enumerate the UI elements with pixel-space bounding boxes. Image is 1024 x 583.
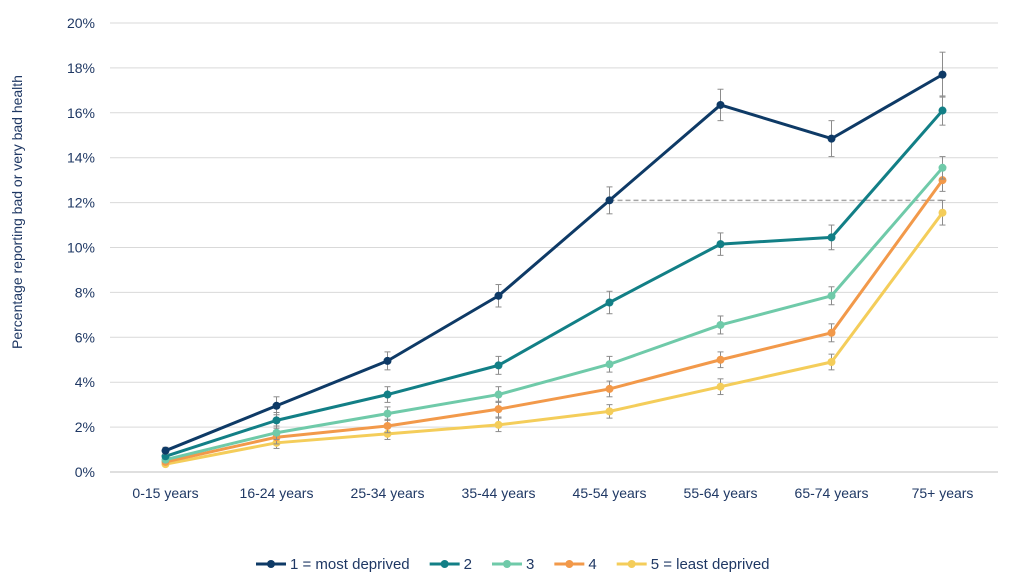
data-point bbox=[383, 390, 392, 399]
data-point bbox=[272, 416, 281, 425]
series-2 bbox=[161, 95, 947, 461]
data-point bbox=[272, 401, 281, 410]
y-tick-label: 8% bbox=[75, 284, 95, 300]
data-point bbox=[494, 361, 503, 370]
x-tick-label: 35-44 years bbox=[462, 485, 536, 501]
data-point bbox=[827, 134, 836, 143]
data-point bbox=[827, 233, 836, 242]
data-point bbox=[383, 356, 392, 365]
legend: 1 = most deprived 2 3 4 5 = least deprived bbox=[256, 556, 770, 573]
data-point bbox=[605, 360, 614, 369]
data-point bbox=[383, 421, 392, 430]
data-point bbox=[494, 420, 503, 429]
legend-label: 3 bbox=[526, 556, 534, 573]
series-line bbox=[164, 73, 944, 453]
x-tick-label: 55-64 years bbox=[684, 485, 758, 501]
data-point bbox=[272, 428, 281, 437]
x-tick-label: 0-15 years bbox=[132, 485, 198, 501]
data-point bbox=[938, 176, 947, 185]
x-axis-tick-labels: 0-15 years 16-24 years 25-34 years 35-44 ye… bbox=[132, 485, 973, 501]
y-axis-tick-labels: 0% 2% 4% 6% 8% 10% 12% 14% 16% 18% 20% bbox=[67, 15, 95, 480]
data-point bbox=[716, 100, 725, 109]
series-line bbox=[165, 109, 944, 458]
data-point bbox=[716, 240, 725, 249]
data-point bbox=[383, 429, 392, 438]
legend-marker bbox=[440, 560, 449, 568]
legend-item: 4 bbox=[554, 556, 597, 573]
legend-item: 2 bbox=[429, 556, 472, 573]
x-tick-label: 45-54 years bbox=[573, 485, 647, 501]
data-point bbox=[938, 208, 947, 217]
data-point bbox=[716, 355, 725, 364]
y-tick-label: 16% bbox=[67, 105, 95, 121]
data-point bbox=[494, 405, 503, 414]
legend-marker bbox=[503, 560, 511, 568]
legend-label: 2 bbox=[464, 556, 472, 573]
data-point bbox=[938, 106, 947, 115]
data-point bbox=[161, 446, 170, 455]
y-tick-label: 0% bbox=[75, 464, 95, 480]
legend-item: 3 bbox=[492, 556, 534, 573]
data-point bbox=[605, 298, 614, 307]
x-tick-label: 16-24 years bbox=[240, 485, 314, 501]
data-point bbox=[605, 407, 614, 416]
legend-item: 5 = least deprived bbox=[616, 556, 770, 573]
legend-marker bbox=[627, 560, 636, 568]
data-point bbox=[716, 382, 725, 391]
data-point bbox=[827, 357, 836, 366]
series-1-most-deprived bbox=[161, 51, 947, 455]
x-tick-label: 65-74 years bbox=[795, 485, 869, 501]
data-point bbox=[494, 291, 503, 300]
y-axis-label: Percentage reporting bad or very bad hea… bbox=[9, 75, 25, 349]
y-tick-label: 14% bbox=[67, 150, 95, 166]
x-tick-label: 75+ years bbox=[912, 485, 974, 501]
y-tick-label: 12% bbox=[67, 195, 95, 211]
legend-label: 1 = most deprived bbox=[290, 556, 410, 573]
y-tick-label: 4% bbox=[75, 374, 95, 390]
y-tick-label: 2% bbox=[75, 419, 95, 435]
data-point bbox=[605, 384, 614, 393]
series-group bbox=[161, 51, 947, 469]
series-4 bbox=[161, 168, 947, 466]
data-point bbox=[938, 70, 947, 79]
data-point bbox=[494, 390, 503, 399]
legend-item: 1 = most deprived bbox=[256, 556, 410, 573]
y-tick-label: 20% bbox=[67, 15, 95, 31]
legend-label: 5 = least deprived bbox=[651, 556, 770, 573]
series-line bbox=[165, 166, 944, 462]
legend-marker bbox=[267, 560, 275, 568]
data-point bbox=[827, 291, 836, 300]
series-line bbox=[165, 179, 944, 464]
data-point bbox=[605, 196, 614, 205]
data-point bbox=[827, 328, 836, 337]
series-line bbox=[165, 211, 944, 466]
data-point bbox=[383, 409, 392, 418]
y-tick-label: 18% bbox=[67, 60, 95, 76]
x-tick-label: 25-34 years bbox=[351, 485, 425, 501]
legend-label: 4 bbox=[588, 556, 596, 573]
y-tick-label: 10% bbox=[67, 240, 95, 256]
y-tick-label: 6% bbox=[75, 329, 95, 345]
legend-marker bbox=[565, 560, 574, 568]
data-point bbox=[938, 163, 947, 172]
data-point bbox=[716, 320, 725, 329]
